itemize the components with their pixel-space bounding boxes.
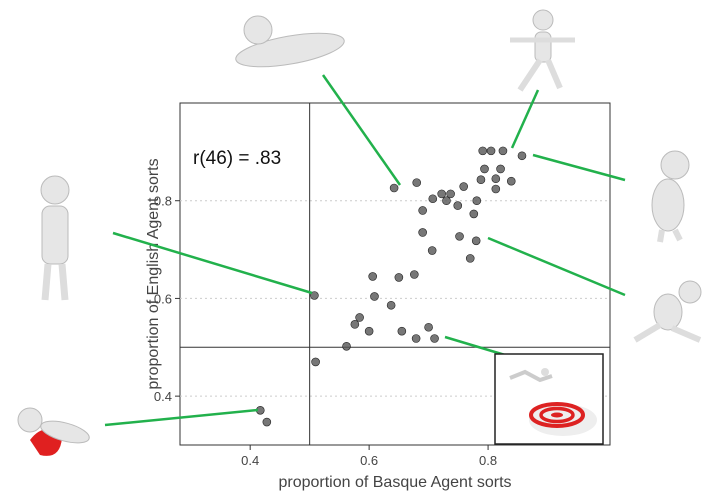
point: [411, 334, 421, 343]
grid: 0.4 0.6 0.8 0.4 0.6 0.8: [154, 103, 610, 468]
point: [412, 178, 422, 187]
x-tick-label: 0.8: [479, 453, 497, 468]
y-tick-label: 0.4: [154, 389, 172, 404]
point: [342, 342, 351, 351]
point: [364, 326, 374, 336]
figure-stand: [40, 175, 70, 301]
point: [476, 175, 486, 185]
figure-lying: [235, 15, 345, 68]
point: [455, 232, 464, 241]
point: [480, 164, 489, 174]
point: [446, 189, 455, 199]
figure-wave: [651, 150, 690, 243]
point: [517, 151, 527, 161]
point: [410, 270, 419, 279]
point: [478, 146, 488, 156]
plot-frame: [179, 102, 611, 446]
figure-lunge: [510, 9, 575, 92]
x-axis-label: proportion of Basque Agent sorts: [278, 474, 511, 491]
point: [311, 357, 320, 367]
point: [459, 182, 468, 191]
point: [389, 183, 399, 193]
point: [506, 176, 516, 186]
point: [491, 184, 501, 194]
point: [428, 194, 438, 204]
point: [418, 206, 427, 215]
point: [386, 300, 396, 310]
point: [472, 196, 482, 206]
figure-fallen: [17, 407, 90, 456]
point: [424, 322, 433, 332]
point: [430, 334, 439, 343]
y-tick-label: 0.6: [154, 291, 172, 306]
point: [471, 236, 481, 246]
point: [491, 174, 501, 184]
figure-run: [633, 280, 702, 343]
point: [465, 254, 475, 263]
connectors: [104, 74, 626, 427]
point: [453, 201, 463, 210]
point: [310, 291, 319, 300]
point: [350, 320, 360, 329]
point: [394, 273, 404, 282]
point: [427, 246, 437, 255]
point: [370, 292, 379, 301]
point: [437, 189, 446, 199]
point: [498, 146, 508, 156]
x-tick-label: 0.4: [241, 453, 259, 468]
point: [368, 272, 377, 281]
point: [355, 313, 364, 322]
target-inset: [494, 353, 604, 445]
point: [496, 164, 505, 174]
point: [486, 146, 496, 156]
point: [442, 196, 451, 206]
point: [397, 326, 407, 336]
correlation-annotation: r(46) = .83: [193, 148, 281, 169]
y-tick-label: 0.8: [154, 194, 172, 209]
point: [418, 228, 427, 237]
y-axis-label: proportion of English Agent sorts: [145, 158, 162, 389]
points: [255, 146, 527, 427]
point: [469, 209, 479, 219]
point: [262, 417, 272, 427]
x-tick-label: 0.6: [360, 453, 378, 468]
